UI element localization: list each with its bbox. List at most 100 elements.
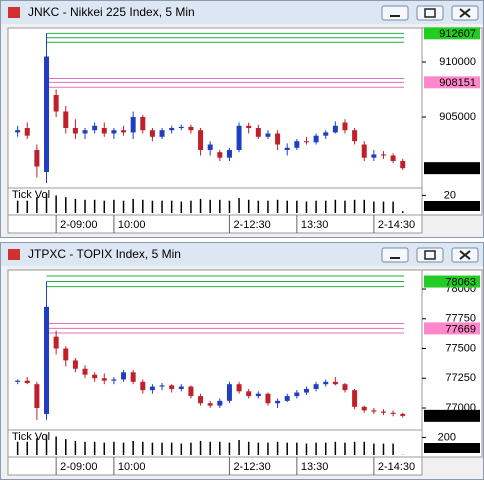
candle-body [159, 130, 165, 137]
candle-body [92, 374, 98, 379]
candle-body [380, 411, 386, 413]
candle-body [361, 406, 367, 411]
candle-body [323, 381, 329, 385]
volume-area [7, 187, 423, 216]
candle-body [149, 386, 155, 391]
chart-window: JTPXC - TOPIX Index, 5 Min78000777507750… [0, 242, 484, 480]
chart-window: JNKC - Nikkei 225 Index, 5 Min 910000 9050… [0, 0, 484, 238]
candle-body [361, 144, 367, 158]
close-glyph [459, 250, 471, 260]
candle-body [178, 126, 184, 128]
x-tick-label: 10:00 [118, 461, 146, 473]
candle-body [44, 56, 50, 172]
window-title: JNKC - Nikkei 225 Index, 5 Min [28, 5, 195, 19]
candle-body [390, 412, 396, 414]
y-tick-label: 910000 [439, 56, 476, 68]
candle-body [72, 127, 78, 134]
candle-body [111, 379, 117, 381]
volume-marker [424, 443, 480, 453]
candle-body [284, 147, 290, 150]
candle-body [342, 384, 348, 391]
minimize-button[interactable] [381, 247, 409, 263]
candle-body [323, 132, 329, 136]
price-marker-label: 78063 [445, 276, 476, 288]
candle-body [82, 130, 88, 134]
candle-body [130, 372, 136, 382]
price-marker [424, 27, 480, 40]
candle-body [140, 381, 146, 391]
candle-body [169, 127, 175, 131]
candle-body [400, 413, 406, 416]
candle-body [371, 410, 377, 412]
candle-body [226, 149, 232, 158]
x-tick-label: 2-14:30 [378, 461, 415, 473]
candle-body [15, 130, 21, 133]
x-tick-label: 2-09:00 [60, 461, 97, 473]
minimize-button[interactable] [381, 5, 409, 21]
candle-body [303, 388, 309, 393]
candle-body [198, 130, 204, 150]
candle-body [149, 130, 155, 137]
x-tick-label: 13:30 [301, 219, 329, 231]
candle-body [24, 380, 30, 384]
price-marker-label: 77669 [445, 323, 476, 335]
candle-body [130, 116, 136, 133]
candle-body [217, 152, 223, 158]
y-tick-label: 77750 [445, 313, 476, 325]
candle-body [246, 125, 252, 128]
candle-body [275, 400, 281, 404]
candle-body [294, 392, 300, 397]
volume-marker [424, 201, 480, 211]
candle-body [188, 126, 194, 131]
close-glyph [459, 8, 471, 18]
candle-body [217, 400, 223, 406]
x-tick-label: 2-09:00 [60, 219, 97, 231]
candle-body [34, 384, 40, 408]
volume-label: Tick Vol [12, 431, 50, 443]
candle-body [332, 381, 338, 385]
candle-body [101, 378, 107, 381]
candle-body [342, 122, 348, 131]
candle-body [265, 393, 271, 404]
candle-body [236, 125, 242, 150]
y-tick-label: 77250 [445, 372, 476, 384]
y-tick-label: 905000 [439, 111, 476, 123]
title-bar [1, 1, 483, 24]
candle-body [332, 125, 338, 133]
restore-button[interactable] [416, 5, 444, 21]
price-marker [424, 275, 480, 288]
candle-body [352, 130, 358, 142]
candle-body [380, 154, 386, 156]
candle-body [159, 385, 165, 387]
window-icon [8, 249, 20, 260]
candle-body [207, 144, 213, 150]
candle-body [226, 384, 232, 401]
x-tick-label: 2-14:30 [378, 219, 415, 231]
restore-button[interactable] [416, 247, 444, 263]
price-marker-label: 76934 [445, 411, 476, 423]
restore-glyph [424, 250, 436, 260]
time-axis [7, 456, 423, 476]
time-axis [7, 214, 423, 234]
candle-body [121, 130, 127, 133]
candle-body [140, 116, 146, 131]
candle-body [178, 386, 184, 389]
candle-body [111, 130, 117, 134]
candle-body [63, 111, 69, 128]
candle-body [390, 155, 396, 161]
price-marker-label: 900348 [439, 163, 476, 175]
candle-body [169, 385, 175, 389]
candle-body [313, 135, 319, 143]
window-icon [8, 7, 20, 18]
candle-body [236, 384, 242, 392]
candle-body [371, 154, 377, 158]
candle-body [188, 386, 194, 397]
candle-body [15, 380, 21, 382]
price-marker [424, 322, 480, 335]
candle-body [352, 390, 358, 407]
candle-body [72, 360, 78, 369]
price-marker-label: 908151 [439, 77, 476, 89]
price-marker-label: 912607 [439, 28, 476, 40]
